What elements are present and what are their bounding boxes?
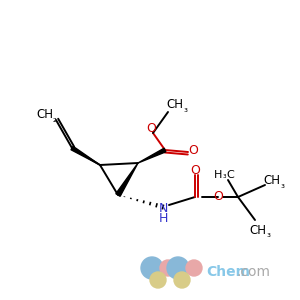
Circle shape — [167, 257, 189, 279]
Circle shape — [186, 260, 202, 276]
Text: CH: CH — [37, 109, 53, 122]
Text: O: O — [190, 164, 200, 176]
Circle shape — [141, 257, 163, 279]
Text: ₃: ₃ — [266, 229, 270, 239]
Text: .com: .com — [236, 265, 270, 279]
Circle shape — [160, 260, 176, 276]
Text: O: O — [146, 122, 156, 136]
Text: O: O — [188, 145, 198, 158]
Text: H: H — [158, 212, 168, 226]
Text: CH: CH — [167, 98, 184, 112]
Text: ₃: ₃ — [183, 104, 187, 114]
Text: ₃: ₃ — [280, 180, 284, 190]
Text: ₃: ₃ — [222, 170, 226, 179]
Text: CH: CH — [263, 175, 280, 188]
Text: CH: CH — [250, 224, 266, 236]
Text: C: C — [226, 170, 234, 180]
Circle shape — [150, 272, 166, 288]
Text: N: N — [158, 202, 168, 214]
Circle shape — [174, 272, 190, 288]
Polygon shape — [116, 163, 138, 196]
Polygon shape — [138, 148, 166, 163]
Text: Chem: Chem — [206, 265, 250, 279]
Text: H: H — [214, 170, 222, 180]
Polygon shape — [71, 146, 100, 165]
Text: ₂: ₂ — [53, 114, 57, 124]
Text: O: O — [213, 190, 223, 203]
